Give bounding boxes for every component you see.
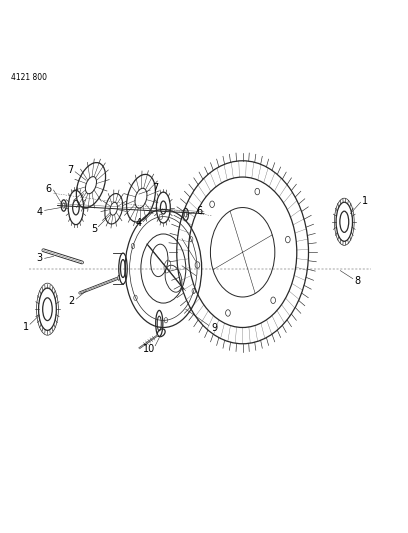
Text: 1: 1 xyxy=(361,197,368,206)
Text: 4121 800: 4121 800 xyxy=(11,74,47,83)
Text: 7: 7 xyxy=(152,183,158,193)
Text: 9: 9 xyxy=(211,324,217,333)
Text: 4: 4 xyxy=(36,207,42,216)
Text: 7: 7 xyxy=(67,165,74,175)
Text: 5: 5 xyxy=(91,224,98,234)
Text: 2: 2 xyxy=(69,296,75,306)
Text: 1: 1 xyxy=(23,322,29,333)
Text: 8: 8 xyxy=(355,276,361,286)
Text: 6: 6 xyxy=(196,206,202,216)
Text: 3: 3 xyxy=(36,253,42,263)
Text: 4: 4 xyxy=(136,217,142,228)
Text: 10: 10 xyxy=(143,344,155,353)
Text: 6: 6 xyxy=(46,184,52,194)
